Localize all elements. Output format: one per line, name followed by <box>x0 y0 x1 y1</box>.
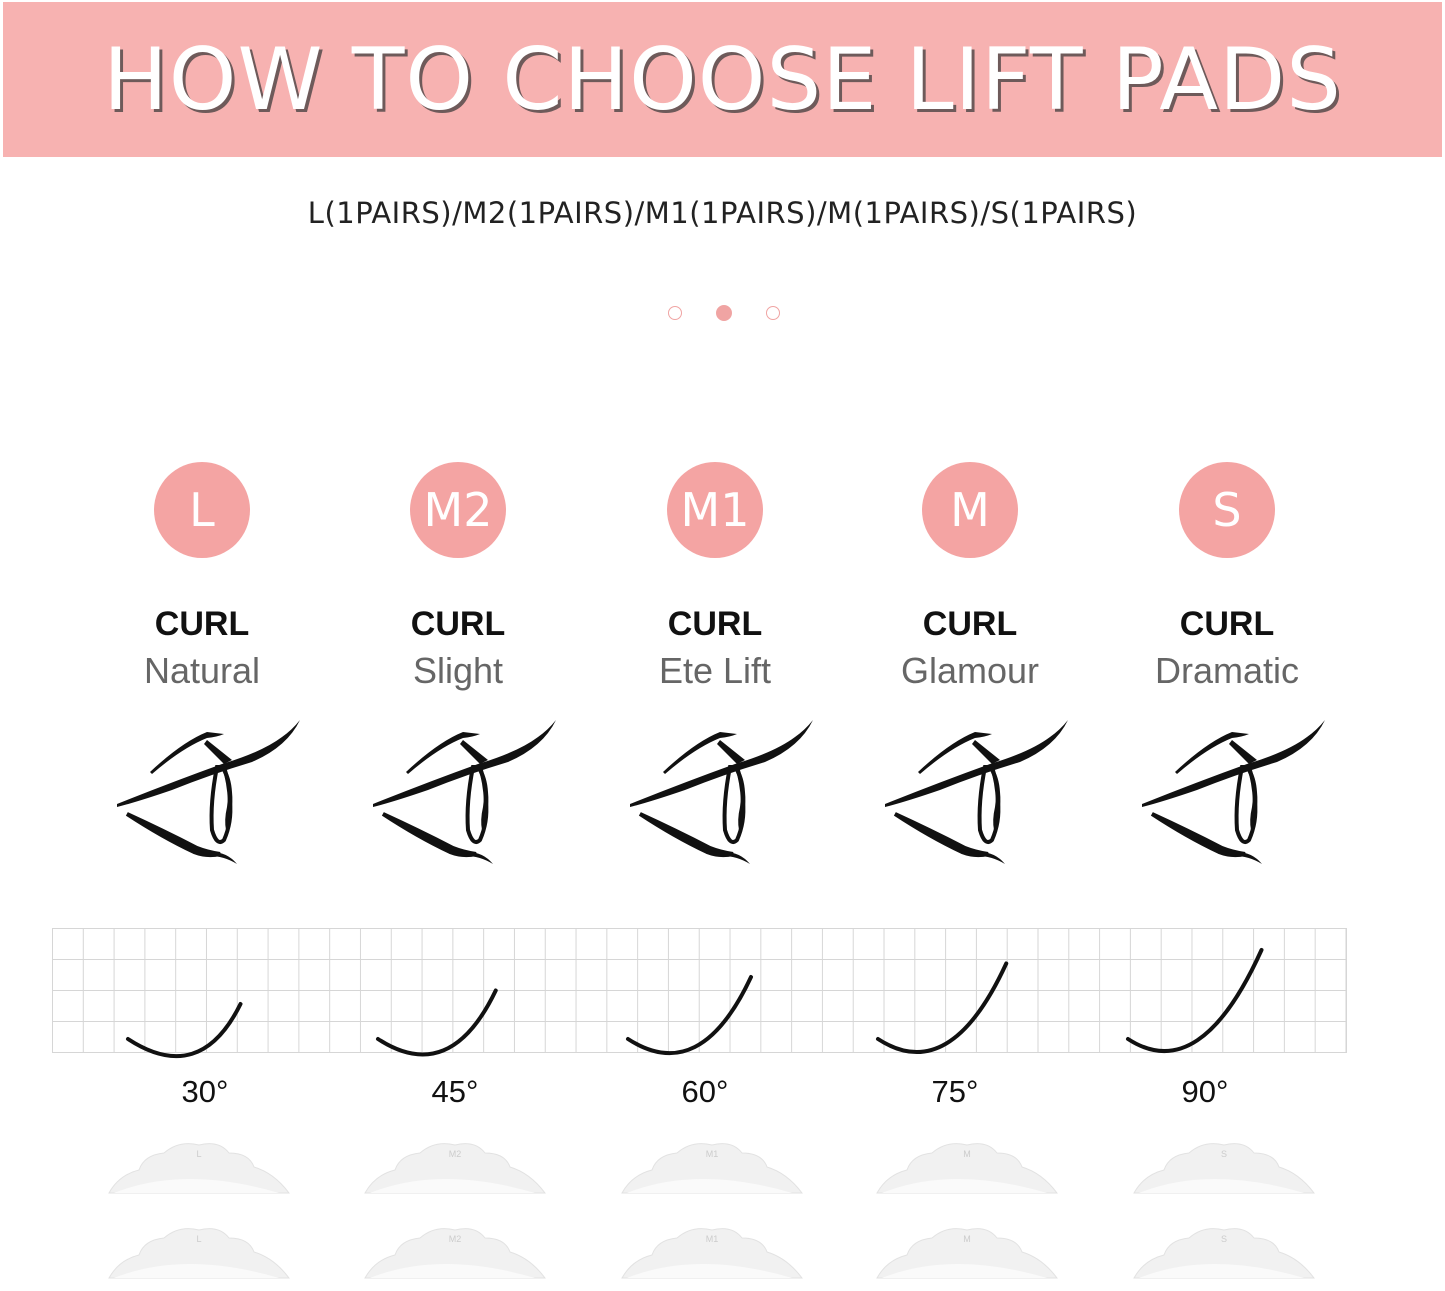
lift-pad-image: M1 <box>617 1135 807 1195</box>
pad-label: M2 <box>449 1149 462 1159</box>
pad-label: M1 <box>706 1234 719 1244</box>
lift-pad-image: L <box>104 1135 294 1195</box>
lash-curve-icon <box>350 925 550 1060</box>
size-badge: M <box>922 462 1018 558</box>
size-badge: M1 <box>667 462 763 558</box>
eye-icon <box>1137 712 1337 867</box>
lift-pad-image: M <box>872 1135 1062 1195</box>
page-title: HOW TO CHOOSE LIFT PADS <box>103 30 1342 130</box>
curl-angle: 75° <box>931 1074 979 1109</box>
curl-label: CURL <box>410 605 506 643</box>
lift-pad-image: M1 <box>617 1220 807 1280</box>
size-badge: M2 <box>410 462 506 558</box>
lift-pad-image: S <box>1129 1220 1319 1280</box>
pad-label: M <box>963 1234 971 1244</box>
size-badge: S <box>1179 462 1275 558</box>
lift-pad-image: M2 <box>360 1220 550 1280</box>
lash-curve-icon <box>100 925 300 1060</box>
pad-label: M <box>963 1149 971 1159</box>
pagination-dot-3[interactable] <box>766 306 780 320</box>
curl-label: CURL <box>1179 605 1275 643</box>
lash-curve-icon <box>850 925 1050 1060</box>
pack-contents: L(1PAIRS)/M2(1PAIRS)/M1(1PAIRS)/M(1PAIRS… <box>307 196 1138 230</box>
curl-angle: 45° <box>431 1074 479 1109</box>
pagination-dot-2[interactable] <box>716 305 732 321</box>
eye-icon <box>880 712 1080 867</box>
curl-style: Glamour <box>900 650 1040 691</box>
eye-icon <box>368 712 568 867</box>
pad-label: L <box>196 1234 201 1244</box>
title-banner: HOW TO CHOOSE LIFT PADS <box>3 2 1442 157</box>
pad-label: S <box>1221 1149 1227 1159</box>
curl-angle: 60° <box>681 1074 729 1109</box>
eye-icon <box>625 712 825 867</box>
curl-label: CURL <box>667 605 763 643</box>
lash-curve-icon <box>600 925 800 1060</box>
pad-label: M2 <box>449 1234 462 1244</box>
curl-style: Dramatic <box>1154 650 1300 691</box>
pad-label: L <box>196 1149 201 1159</box>
curl-style: Natural <box>143 650 261 691</box>
curl-label: CURL <box>154 605 250 643</box>
curl-style: Ete Lift <box>658 650 772 691</box>
curl-style: Slight <box>412 650 504 691</box>
lift-pad-image: M2 <box>360 1135 550 1195</box>
pad-label: M1 <box>706 1149 719 1159</box>
lift-pad-image: L <box>104 1220 294 1280</box>
lift-pad-image: M <box>872 1220 1062 1280</box>
curl-label: CURL <box>922 605 1018 643</box>
lash-curve-icon <box>1100 925 1300 1060</box>
pagination-dot-1[interactable] <box>668 306 682 320</box>
lift-pad-image: S <box>1129 1135 1319 1195</box>
carousel-pagination <box>668 305 780 321</box>
grid-background <box>52 928 1347 1053</box>
pad-label: S <box>1221 1234 1227 1244</box>
size-badge: L <box>154 462 250 558</box>
curl-angle: 90° <box>1181 1074 1229 1109</box>
eye-icon <box>112 712 312 867</box>
curl-angle: 30° <box>181 1074 229 1109</box>
